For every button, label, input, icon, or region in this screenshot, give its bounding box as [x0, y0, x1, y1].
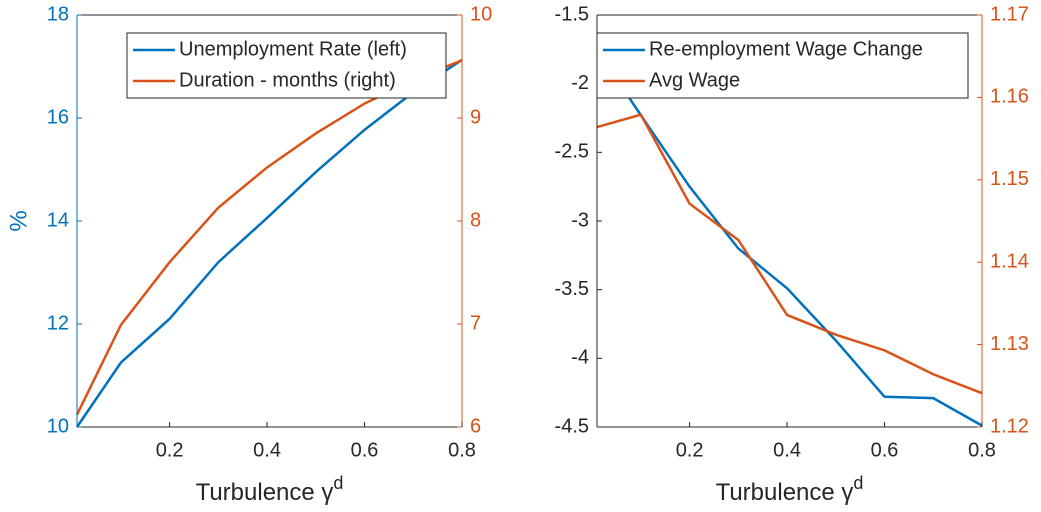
y-tick-label: 12 — [47, 312, 69, 334]
y-tick-label: -4 — [571, 347, 589, 369]
data-line — [595, 48, 983, 427]
x-label-superscript: d — [333, 473, 343, 493]
y2-tick-label: 7 — [470, 312, 481, 334]
y2-tick-label: 1.13 — [990, 333, 1029, 355]
y2-tick-label: 1.17 — [990, 3, 1029, 25]
y-tick-label: 14 — [47, 209, 69, 231]
y-tick-label: -2.5 — [555, 141, 589, 163]
x-tick-label: 0.6 — [871, 439, 899, 461]
legend-box — [596, 32, 969, 99]
x-label-text: Turbulence γ — [716, 479, 854, 506]
x-tick-label: 0.4 — [253, 439, 281, 461]
x-axis-label: Turbulence γd — [716, 473, 864, 507]
y2-tick-label: 1.14 — [990, 250, 1029, 272]
x-axis-label: Turbulence γd — [196, 473, 344, 507]
y2-tick-label: 6 — [470, 415, 481, 437]
y-tick-label: -4.5 — [555, 415, 589, 437]
y-tick-label: -1.5 — [555, 3, 589, 25]
x-label-text: Turbulence γ — [196, 479, 334, 506]
y-tick-label: 10 — [47, 415, 69, 437]
y-tick-label: -2 — [571, 72, 589, 94]
legend-label: Unemployment Rate (left) — [179, 38, 407, 60]
x-tick-label: 0.2 — [156, 439, 184, 461]
legend-label: Re-employment Wage Change — [649, 38, 923, 60]
data-line — [596, 113, 983, 395]
legend-label: Avg Wage — [649, 69, 740, 91]
y2-tick-label: 9 — [470, 106, 481, 128]
x-label-superscript: d — [853, 473, 863, 493]
legend-box — [126, 32, 447, 99]
y2-tick-label: 10 — [470, 3, 492, 25]
y2-tick-label: 1.16 — [990, 86, 1029, 108]
y-tick-label: 18 — [47, 3, 69, 25]
y-tick-label: -3.5 — [555, 278, 589, 300]
y2-tick-label: 8 — [470, 209, 481, 231]
subplot: 0.2 0.4 0.6 0.8 10 12 14 16 18 6 7 8 9 10 Turbulence γ… — [5, 3, 492, 506]
x-tick-label: 0.4 — [773, 439, 801, 461]
legend-label: Duration - months (right) — [179, 69, 396, 91]
y2-tick-label: 1.12 — [990, 415, 1029, 437]
x-tick-label: 0.2 — [676, 439, 704, 461]
y-tick-label: -3 — [571, 209, 589, 231]
y2-tick-label: 1.15 — [990, 168, 1029, 190]
subplot: 0.2 0.4 0.6 0.8 -4.5 -4 -3.5 -3 -2.5 -2 -1.5 1.12 1.… — [555, 3, 1029, 506]
data-line — [75, 58, 463, 428]
x-tick-label: 0.6 — [351, 439, 379, 461]
y-tick-label: 16 — [47, 106, 69, 128]
x-tick-label: 0.8 — [968, 439, 996, 461]
x-tick-label: 0.8 — [448, 439, 476, 461]
y-axis-label: % — [5, 210, 32, 231]
